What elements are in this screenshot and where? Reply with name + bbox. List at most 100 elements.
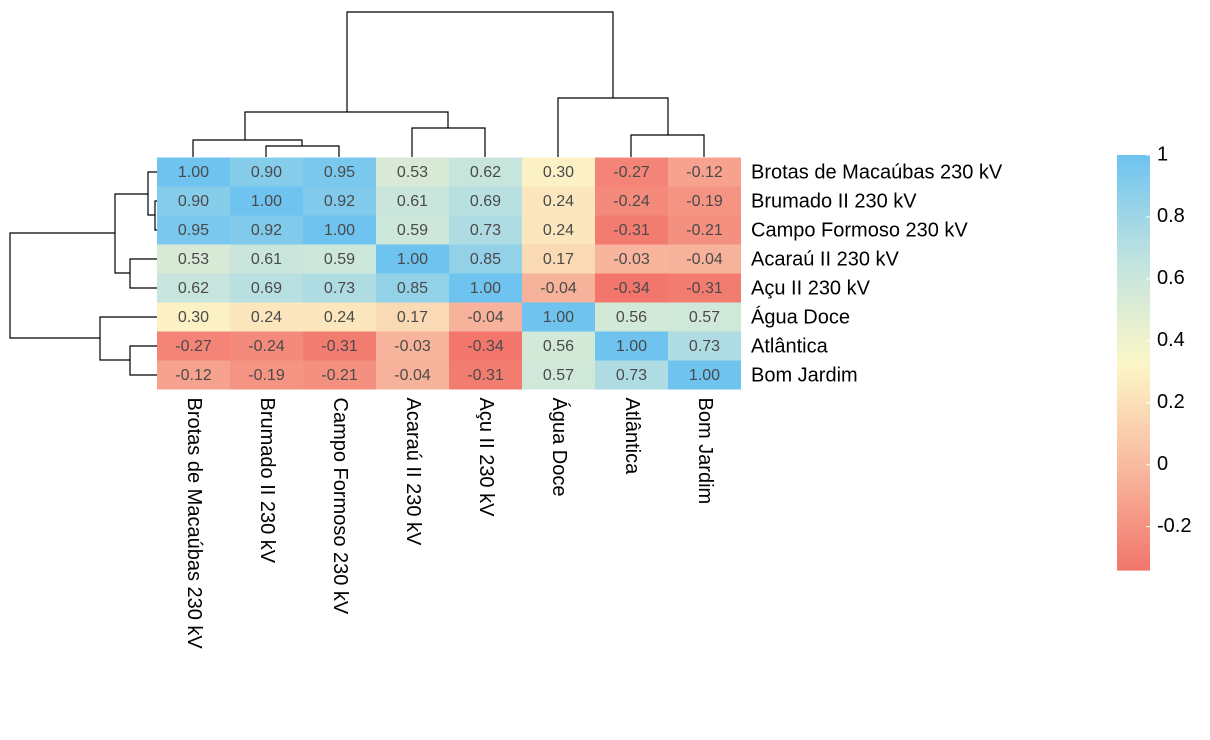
legend-gradient bbox=[1117, 180, 1150, 187]
cell-label: 1.00 bbox=[689, 367, 720, 384]
cell-label: 0.56 bbox=[543, 338, 574, 355]
cell-label: 0.62 bbox=[470, 164, 501, 181]
heatmap-cell bbox=[668, 244, 741, 274]
cell-label: 0.61 bbox=[251, 251, 282, 268]
legend-gradient bbox=[1117, 450, 1150, 457]
legend-gradient bbox=[1117, 284, 1150, 291]
heatmap-cell bbox=[230, 331, 303, 361]
legend-gradient bbox=[1117, 331, 1150, 338]
cell-label: -0.31 bbox=[686, 280, 723, 297]
cell-label: 1.00 bbox=[397, 251, 428, 268]
legend-gradient bbox=[1117, 289, 1150, 296]
cell-label: -0.04 bbox=[686, 251, 723, 268]
heatmap-cell bbox=[230, 244, 303, 274]
row-label: Acaraú II 230 kV bbox=[751, 248, 900, 270]
heatmap-cell bbox=[230, 273, 303, 303]
heatmap-cell bbox=[303, 331, 376, 361]
legend-gradient bbox=[1117, 238, 1150, 244]
legend-gradient bbox=[1117, 300, 1150, 307]
dendrogram-branch bbox=[147, 171, 157, 216]
cell-label: 0.24 bbox=[324, 309, 355, 326]
heatmap-cell bbox=[230, 186, 303, 216]
heatmap-cell bbox=[449, 244, 522, 274]
cell-label: -0.31 bbox=[321, 338, 358, 355]
dendrogram-branch bbox=[265, 145, 340, 157]
cell-label: 0.73 bbox=[324, 280, 355, 297]
heatmap-cell bbox=[449, 302, 522, 332]
heatmap-cell bbox=[230, 360, 303, 390]
cell-label: -0.34 bbox=[613, 280, 650, 297]
cell-label: 0.53 bbox=[178, 251, 209, 268]
legend-tick-label: 0.4 bbox=[1157, 329, 1185, 351]
column-dendrogram bbox=[192, 11, 705, 157]
heatmap-cell bbox=[522, 360, 595, 390]
heatmap-cell bbox=[157, 331, 230, 361]
legend-tick-label: 0.8 bbox=[1157, 205, 1185, 227]
legend-gradient bbox=[1117, 564, 1150, 571]
legend-gradient bbox=[1117, 445, 1150, 452]
legend-gradient bbox=[1117, 227, 1150, 234]
cell-label: -0.04 bbox=[540, 280, 577, 297]
heatmap-cell bbox=[303, 302, 376, 332]
cell-label: 1.00 bbox=[178, 164, 209, 181]
legend-gradient bbox=[1117, 279, 1150, 286]
legend-gradient bbox=[1117, 186, 1150, 192]
legend-gradient bbox=[1117, 191, 1150, 198]
heatmap-cell bbox=[157, 273, 230, 303]
row-label: Bom Jardim bbox=[751, 364, 858, 386]
heatmap-cell bbox=[157, 360, 230, 390]
legend-gradient bbox=[1117, 352, 1150, 358]
column-label: Água Doce bbox=[548, 398, 571, 497]
heatmap-cell bbox=[230, 215, 303, 245]
legend-gradient bbox=[1117, 315, 1150, 322]
cell-label: 0.73 bbox=[470, 222, 501, 239]
dendrogram-branch bbox=[630, 134, 705, 157]
cell-label: 0.62 bbox=[178, 280, 209, 297]
legend-gradient bbox=[1117, 414, 1150, 421]
heatmap-cell bbox=[303, 360, 376, 390]
dendrogram-branch bbox=[99, 316, 157, 361]
heatmap-cell bbox=[668, 331, 741, 361]
column-label: Brumado II 230 kV bbox=[256, 398, 278, 564]
cell-label: 1.00 bbox=[251, 193, 282, 210]
legend-gradient bbox=[1117, 196, 1150, 203]
cell-label: 0.53 bbox=[397, 164, 428, 181]
legend-gradient bbox=[1117, 538, 1150, 545]
heatmap-cell bbox=[522, 215, 595, 245]
legend-gradient bbox=[1117, 554, 1150, 561]
cell-label: 0.69 bbox=[470, 193, 501, 210]
row-label: Água Doce bbox=[751, 305, 850, 328]
cell-label: 0.92 bbox=[324, 193, 355, 210]
heatmap-cell bbox=[230, 302, 303, 332]
heatmap-cell bbox=[522, 302, 595, 332]
legend-gradient bbox=[1117, 175, 1150, 182]
legend-gradient bbox=[1117, 559, 1150, 566]
legend-gradient bbox=[1117, 243, 1150, 249]
cell-label: 0.24 bbox=[251, 309, 282, 326]
legend-gradient bbox=[1117, 321, 1150, 327]
heatmap-cell bbox=[668, 360, 741, 390]
cell-label: 0.90 bbox=[178, 193, 209, 210]
heatmap-cell bbox=[157, 244, 230, 274]
legend-gradient bbox=[1117, 253, 1150, 260]
cell-label: 0.85 bbox=[470, 251, 501, 268]
cell-label: 0.57 bbox=[689, 309, 720, 326]
cell-label: 1.00 bbox=[616, 338, 647, 355]
cell-label: -0.24 bbox=[613, 193, 650, 210]
legend-gradient bbox=[1117, 336, 1150, 343]
heatmap-cell bbox=[668, 302, 741, 332]
cell-label: -0.24 bbox=[248, 338, 285, 355]
legend-gradient bbox=[1117, 274, 1150, 281]
legend-gradient bbox=[1117, 206, 1150, 213]
cell-label: 0.17 bbox=[397, 309, 428, 326]
cell-label: 1.00 bbox=[470, 280, 501, 297]
legend-gradient bbox=[1117, 398, 1150, 405]
legend-gradient bbox=[1117, 476, 1150, 483]
legend-gradient bbox=[1117, 383, 1150, 390]
cell-label: 0.30 bbox=[178, 309, 209, 326]
heatmap-cell bbox=[376, 302, 449, 332]
heatmap-cell bbox=[595, 244, 668, 274]
legend-gradient bbox=[1117, 222, 1150, 229]
cell-label: 0.56 bbox=[616, 309, 647, 326]
cell-label: 0.30 bbox=[543, 164, 574, 181]
